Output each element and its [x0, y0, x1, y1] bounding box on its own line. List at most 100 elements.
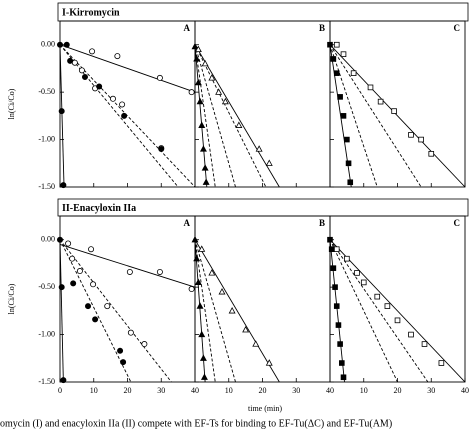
fit-line [329, 44, 466, 188]
y-tick-label: -1.00 [38, 134, 55, 143]
point [194, 45, 202, 53]
panel-label: A [184, 218, 191, 228]
fit-line [329, 239, 429, 383]
fit-line [329, 239, 345, 383]
point [235, 121, 243, 128]
point [242, 325, 250, 333]
point [344, 255, 350, 262]
point [63, 41, 70, 48]
panel-label: B [319, 23, 325, 33]
point [332, 284, 338, 290]
point [114, 53, 121, 60]
point [126, 268, 133, 275]
fit-line [59, 44, 196, 188]
point [156, 74, 163, 81]
x-tick-label: 10 [360, 386, 368, 395]
y-axis-label: ln(Ci/Co) [7, 88, 16, 119]
point [374, 293, 381, 300]
fit-line [329, 44, 378, 188]
point [193, 254, 201, 262]
point [408, 331, 414, 338]
point [215, 88, 223, 95]
point [198, 121, 206, 128]
x-tick-label: 40 [326, 386, 334, 395]
point [200, 373, 208, 380]
point [85, 303, 92, 310]
y-tick-label: -1.50 [38, 377, 55, 386]
panel-label: A [184, 23, 191, 33]
fit-line [59, 44, 196, 93]
plot-frame [194, 215, 331, 383]
x-tick-label: 20 [394, 386, 402, 395]
point [199, 145, 207, 152]
plot-frame [194, 20, 331, 188]
point [354, 270, 360, 276]
point [428, 150, 435, 157]
point [208, 269, 216, 276]
fit-line [59, 44, 179, 188]
x-tick-label: 40 [191, 386, 199, 395]
point [194, 78, 202, 86]
point [333, 246, 340, 253]
point [198, 330, 206, 338]
section-title: I-Kirromycin [62, 7, 120, 18]
fit-line [194, 44, 267, 188]
point [156, 268, 163, 275]
point [96, 83, 103, 90]
fit-line [329, 239, 466, 383]
point [328, 246, 335, 253]
point [57, 41, 64, 48]
point [421, 341, 428, 347]
panel-label: C [454, 23, 461, 33]
point [141, 341, 148, 348]
x-tick-label: 30 [292, 386, 300, 395]
point [188, 89, 195, 96]
x-tick-label: 30 [427, 386, 435, 395]
point [117, 347, 124, 354]
point [201, 59, 209, 67]
point [89, 48, 96, 55]
point [255, 145, 263, 152]
point [104, 303, 111, 310]
point [384, 303, 391, 309]
point [418, 136, 424, 143]
point [76, 268, 83, 275]
point [333, 41, 340, 48]
y-tick-label: -0.50 [38, 87, 55, 96]
point [69, 255, 76, 262]
y-axis-label: ln(Ci/Co) [7, 283, 16, 314]
x-tick-label: 30 [157, 386, 165, 395]
y-tick-label: -1.00 [38, 329, 55, 338]
point [198, 245, 206, 252]
point [127, 329, 134, 336]
point [345, 160, 352, 167]
point [57, 236, 64, 243]
y-tick-label: 0.00 [41, 235, 55, 244]
point [377, 98, 384, 105]
point [60, 182, 67, 189]
y-tick-label: 0.00 [41, 40, 55, 49]
point [88, 246, 95, 253]
point [60, 377, 67, 384]
point [208, 74, 216, 81]
point [193, 55, 201, 62]
panel-label: C [454, 218, 461, 228]
point [58, 108, 65, 115]
section-title: II-Enacyloxin IIa [62, 203, 136, 214]
point [337, 341, 343, 347]
fit-line [59, 244, 196, 288]
point [218, 288, 226, 295]
fit-line [194, 239, 216, 383]
point [350, 70, 357, 76]
point [344, 136, 350, 143]
point [65, 240, 72, 247]
fit-line [194, 44, 280, 188]
x-tick-label: 10 [225, 386, 233, 395]
plot-frame [59, 215, 196, 383]
point [188, 286, 195, 293]
point [339, 360, 345, 366]
caption: omycin (I) and enacyloxin IIa (II) compe… [0, 418, 392, 429]
fit-line [59, 239, 172, 383]
